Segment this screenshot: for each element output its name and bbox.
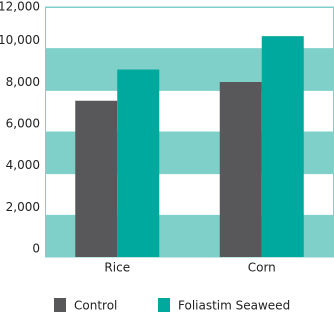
y-tick-label: 10,000 [0, 33, 40, 47]
legend-swatch [158, 298, 170, 312]
y-tick-label: 2,000 [6, 200, 40, 214]
y-tick-label: 12,000 [0, 0, 40, 14]
x-tick-label: Rice [104, 261, 130, 275]
bar [261, 36, 304, 257]
bar [75, 100, 118, 257]
legend-label: Control [74, 299, 117, 313]
y-tick-label: 8,000 [6, 75, 40, 89]
y-tick-label: 6,000 [6, 117, 40, 131]
bar [117, 69, 160, 257]
y-tick-label: 4,000 [6, 158, 40, 172]
bar [219, 82, 262, 257]
y-tick-label: 0 [32, 242, 40, 256]
legend-swatch [54, 298, 66, 312]
x-tick-label: Corn [248, 261, 276, 275]
legend-label: Foliastim Seaweed [178, 299, 290, 313]
